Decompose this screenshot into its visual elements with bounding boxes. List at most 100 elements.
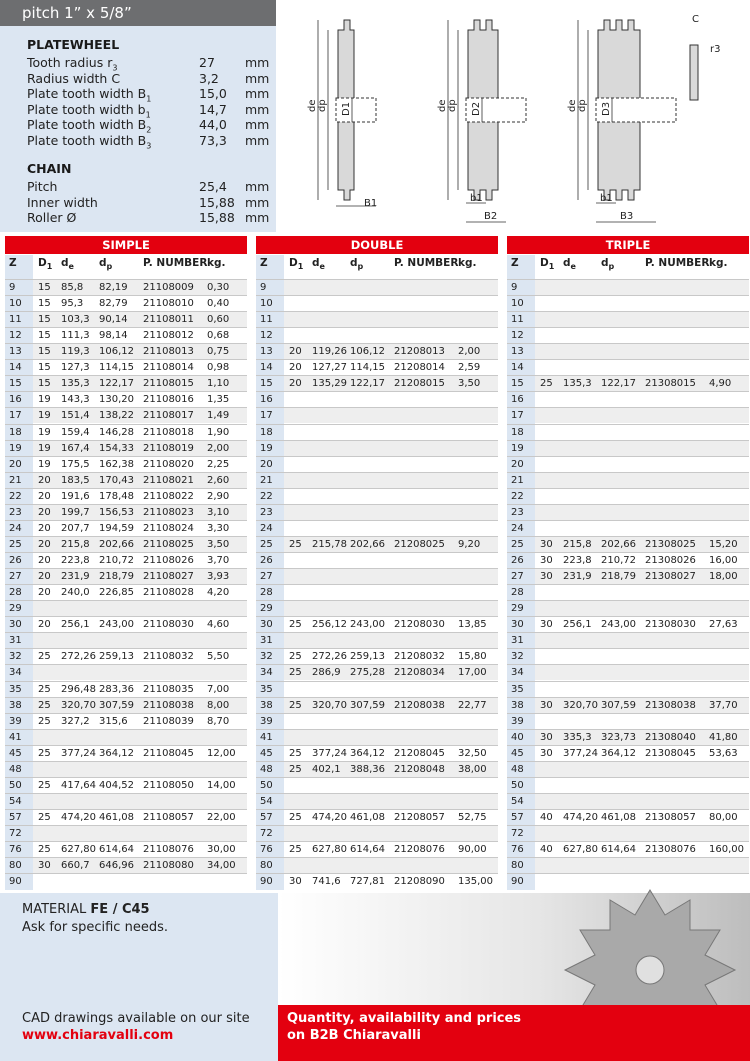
header-sub: 1 — [297, 262, 304, 272]
diagram-label: B1 — [364, 198, 377, 209]
diagram-label: r3 — [710, 44, 720, 55]
cell: 45 — [9, 747, 22, 759]
table-row: 50 25 417,64 404,52 21108050 14,00 — [5, 776, 247, 793]
cell: 323,73 — [601, 731, 636, 743]
column-header: Z — [9, 257, 17, 269]
cell: 127,27 — [312, 362, 347, 374]
cell: 26 — [260, 555, 273, 567]
cell: 210,72 — [601, 555, 636, 567]
cell: 21108045 — [143, 747, 194, 759]
diagram-label: dp — [577, 99, 588, 112]
footer-panel — [0, 893, 278, 1061]
table-row: 11 — [256, 311, 498, 328]
cell: 28 — [511, 587, 524, 599]
cell: 15 — [38, 378, 51, 390]
cell: 25 — [260, 538, 273, 550]
cell: 27,63 — [709, 619, 738, 631]
cell: 31 — [260, 635, 273, 647]
cell: 21 — [260, 474, 273, 486]
table-row: 40 30 335,3 323,73 21308040 41,80 — [507, 728, 749, 745]
cell: 259,13 — [350, 651, 385, 663]
cell: 48 — [260, 763, 273, 775]
b2b-band — [278, 1005, 750, 1061]
cell: 15,20 — [709, 538, 738, 550]
cell: 461,08 — [99, 811, 134, 823]
cell: 21108028 — [143, 587, 194, 599]
cell: 32 — [511, 651, 524, 663]
table-row: 19 — [256, 439, 498, 456]
table-row: 30 30 256,1 243,00 21308030 27,63 — [507, 616, 749, 633]
table-row: 31 — [256, 632, 498, 649]
cell: 45 — [511, 747, 524, 759]
note: Ask for specific needs. — [22, 920, 168, 935]
cell: 1,35 — [207, 394, 230, 406]
cell: 13 — [511, 346, 524, 358]
cell: 296,48 — [61, 683, 96, 695]
table-row: 17 — [256, 407, 498, 424]
table-row: 90 — [5, 873, 247, 890]
table: SIMPLE Z D1 de dp P. NUMBER kg. 9 15 85,8 82,19 211… — [5, 236, 247, 890]
table-row: 24 20 207,7 194,59 21108024 3,30 — [5, 519, 247, 536]
cell: 175,5 — [61, 458, 90, 470]
cell: 18,00 — [709, 571, 738, 583]
title: pitch 1” x 5/8” — [0, 0, 276, 26]
cell: 21108039 — [143, 715, 194, 727]
cell: 12 — [511, 330, 524, 342]
cell: 98,14 — [99, 330, 128, 342]
cell: 19 — [38, 410, 51, 422]
cell: 614,64 — [99, 844, 134, 856]
website[interactable]: www.chiaravalli.com — [22, 1028, 174, 1043]
spec-sub: 3 — [112, 63, 118, 73]
spec-unit: mm — [245, 86, 270, 102]
cad-note: CAD drawings available on our site — [22, 1011, 250, 1026]
cell: 21208015 — [394, 378, 445, 390]
cell: 417,64 — [61, 779, 96, 791]
table-row: 9 — [507, 279, 749, 295]
cell: 159,4 — [61, 426, 90, 438]
cell: 377,24 — [563, 747, 598, 759]
spec-value: 3,2 — [199, 70, 219, 86]
cell: 461,08 — [601, 811, 636, 823]
cell: 20 — [9, 458, 22, 470]
cell: 41 — [260, 731, 273, 743]
cell: 50 — [9, 779, 22, 791]
cell: 19 — [38, 426, 51, 438]
cell: 72 — [260, 828, 273, 840]
cell: 39 — [260, 715, 273, 727]
spec-label: Radius width C — [27, 70, 121, 86]
spec-row: Plate tooth width b1 14,7 mm — [27, 101, 277, 120]
spec-label: Pitch — [27, 179, 58, 194]
table-row: 28 — [507, 584, 749, 601]
cell: 9,20 — [458, 538, 481, 550]
spec-row: Inner width 15,88 mm — [27, 195, 277, 210]
cell: 21208034 — [394, 667, 445, 679]
cell: 11 — [511, 314, 524, 326]
cell: 20 — [511, 458, 524, 470]
diagram-label: dp — [317, 99, 328, 112]
cell: 0,60 — [207, 314, 230, 326]
cell: 38 — [9, 699, 22, 711]
cell: 320,70 — [312, 699, 347, 711]
cell: 17 — [511, 410, 524, 422]
spec-value: 14,7 — [199, 101, 227, 117]
table-row: 76 25 627,80 614,64 21208076 90,00 — [256, 841, 498, 858]
material: FE / C45 — [90, 902, 150, 917]
cell: 32 — [9, 651, 22, 663]
table-row: 13 15 119,3 106,12 21108013 0,75 — [5, 343, 247, 360]
cell: 23 — [511, 506, 524, 518]
cell: 202,66 — [350, 538, 385, 550]
table-row: 76 40 627,80 614,64 21308076 160,00 — [507, 841, 749, 858]
table-row: 27 20 231,9 218,79 21108027 3,93 — [5, 568, 247, 585]
table-row: 13 — [507, 343, 749, 360]
diagram-label: B3 — [620, 211, 633, 222]
cell: 215,78 — [312, 538, 347, 550]
table-row: 20 — [256, 455, 498, 472]
cell: 178,48 — [99, 490, 134, 502]
cell: 114,15 — [99, 362, 134, 374]
cell: 14 — [9, 362, 22, 374]
table-row: 80 — [507, 857, 749, 874]
cell: 614,64 — [350, 844, 385, 856]
header-sub: e — [68, 262, 74, 272]
spec-label: Inner width — [27, 194, 98, 210]
cell: 72 — [511, 828, 524, 840]
